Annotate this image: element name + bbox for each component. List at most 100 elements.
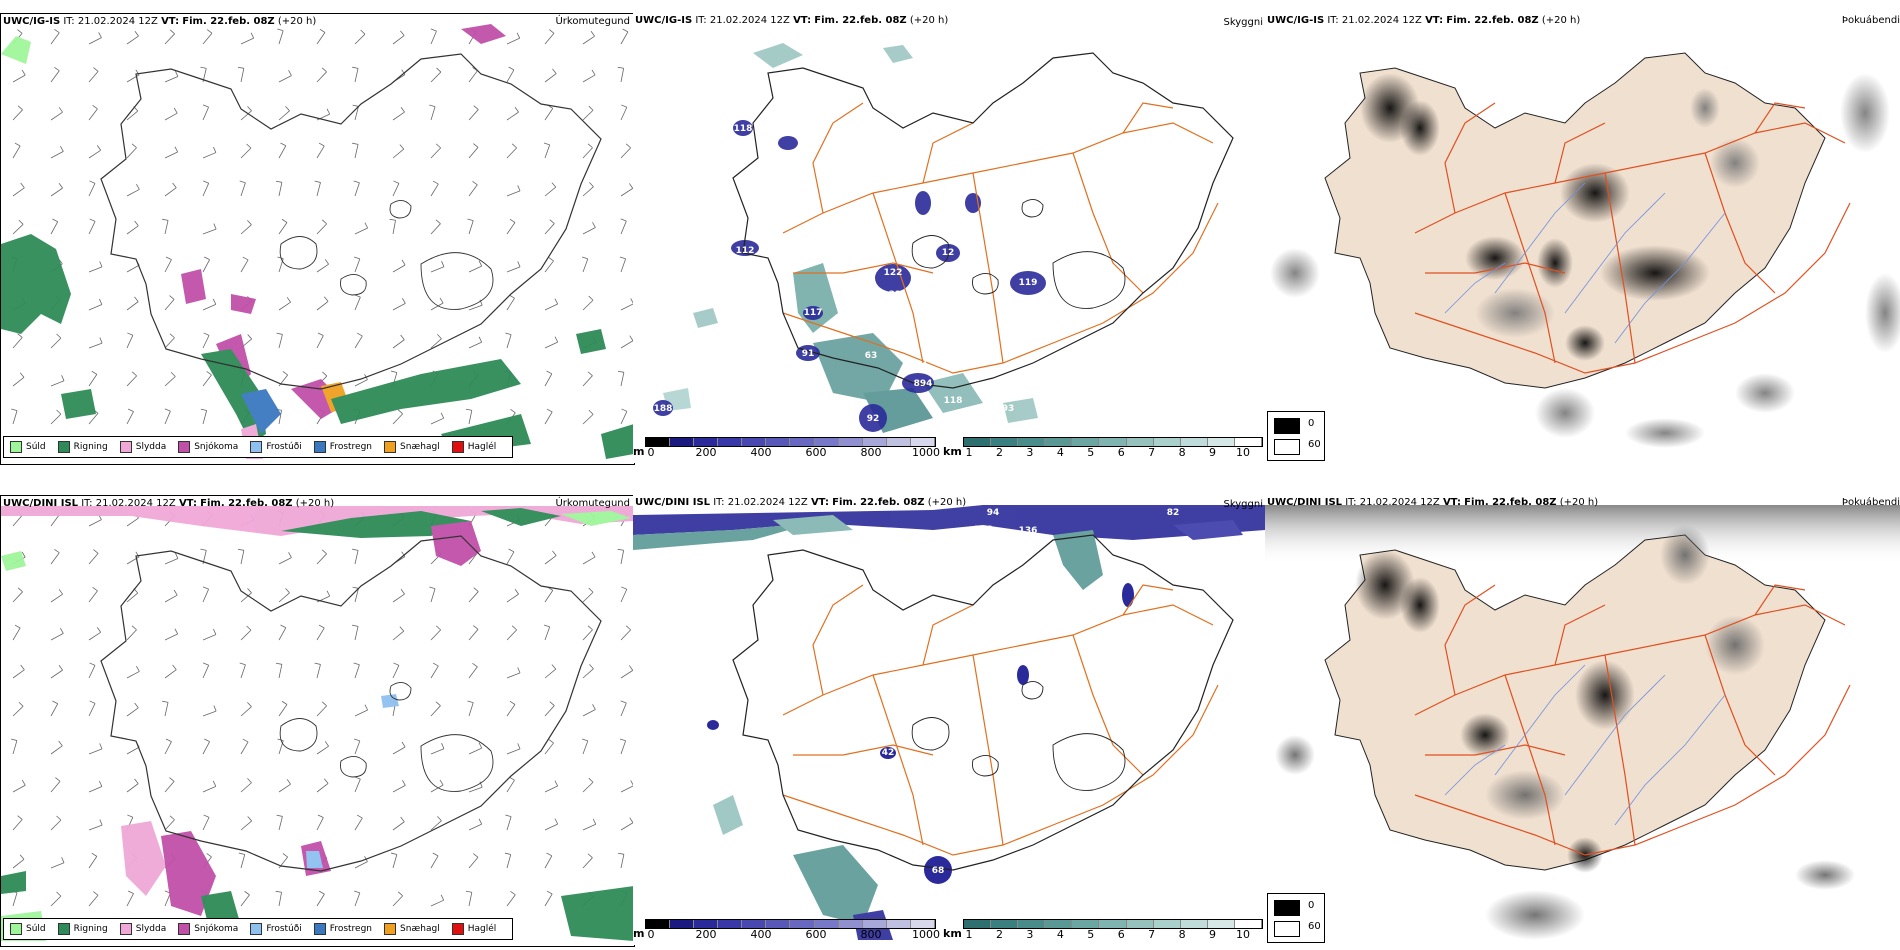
legend-item: Rigning [57,923,108,935]
colorbar-tick: 1 [965,446,973,459]
legend-label: Slydda [135,924,167,934]
legend-swatch [451,441,464,453]
colorbar-tick: 4 [1056,928,1064,941]
iceland-coastline [100,53,602,390]
visibility-panel-top: 118 42 112 122 12 22 119 117 91 188 92 894 118 794 63 9… [633,13,1265,463]
visibility-value-label: 118 [734,124,753,134]
wind-barbs [11,28,634,425]
colorbar-tick: 8 [1178,928,1186,941]
fog-legend: 0 60 [1267,893,1325,943]
legend-label: Frostregn [329,442,373,452]
it-value: 21.02.2024 12Z [709,15,790,26]
vt-label: VT: [1442,497,1461,508]
visibility-panel-bottom: 94 136 186 293 82 42 68 UWC/DINI ISL IT: 21.02… [633,495,1265,945]
legend-swatch [119,441,132,453]
legend-item: Haglél [451,923,497,935]
legend-label: Frostúði [266,924,302,934]
colorbar-tick: 2 [995,928,1003,941]
it-value: 21.02.2024 12Z [95,498,176,509]
visibility-value-label: 112 [736,246,755,256]
visibility-value-label: 42 [882,748,895,758]
legend-swatch [451,923,464,935]
vt-value: Fim. 22.feb. 08Z [832,497,925,508]
visibility-value-label: 22 [889,290,902,300]
legend-item: Frostregn [313,923,372,935]
it-label: IT: [1345,497,1357,508]
visibility-value-label: 894 [914,379,933,389]
visibility-value-label: 82 [1167,508,1180,518]
legend-label: Frostúði [266,442,302,452]
legend-item: Frostregn [313,441,373,453]
visibility-value-label: 93 [1002,404,1015,414]
model-source: UWC/IG-IS [3,16,61,27]
colorbar-tick: 1 [965,928,973,941]
iceland-coastline [732,52,1234,389]
colorbar-tick: 10 [1236,928,1250,941]
visibility-value-label: 136 [1019,526,1038,536]
precip-type-panel-top: UWC/IG-IS IT: 21.02.2024 12Z VT: Fim. 22… [0,13,635,465]
model-source: UWC/DINI ISL [635,497,711,508]
lead-time: (+20 h) [277,16,317,27]
precip-type-panel-bottom: UWC/DINI ISL IT: 21.02.2024 12Z VT: Fim.… [0,495,635,947]
panel-title: Úrkomutegund [555,498,630,509]
colorbar-tick: 4 [1056,446,1064,459]
colorbar-tick: 3 [1026,446,1034,459]
legend-item: Haglél [451,441,496,453]
visibility-map-top: 118 42 112 122 12 22 119 117 91 188 92 894 118 794 63 9… [653,43,1234,433]
roads [1414,102,1851,374]
colorbar-tick: 400 [750,928,772,941]
it-label: IT: [1327,15,1339,26]
fog-panel-bottom: UWC/DINI ISL IT: 21.02.2024 12Z VT: Fim.… [1265,495,1900,945]
colorbar-tick: 1000 [912,928,940,941]
precip-legend: Súld Rigning Slydda Snjókoma Frostúði Frostre… [3,436,514,458]
lead-time: (+20 h) [295,498,335,509]
colorbar-tick: 6 [1117,928,1125,941]
visibility-value-label: 186 [974,525,993,535]
colorbar-tick: 400 [750,446,772,459]
visibility-m-colorbar: m 0 200 400 600 800 1000 [633,919,940,945]
it-value: 21.02.2024 12Z [1359,497,1440,508]
visibility-value-label: 94 [987,508,1000,518]
legend-swatch [178,923,191,935]
legend-swatch [250,923,263,935]
colorbar-strip [645,919,936,929]
colorbar-tick: 3 [1026,928,1034,941]
fog-legend-top: 0 [1308,418,1315,429]
model-source: UWC/DINI ISL [1267,497,1343,508]
visibility-value-label: 188 [654,404,673,414]
colorbar-tick: 800 [860,446,882,459]
legend-label: Haglél [467,924,497,934]
panel-title: Skyggni [1223,499,1263,510]
model-source: UWC/IG-IS [1267,15,1325,26]
colorbar-tick: 600 [805,928,827,941]
lead-time: (+20 h) [909,15,949,26]
panel-title: Þokuábendi [1841,497,1900,508]
fog-map-top [1270,52,1900,448]
colorbar-strip [645,437,936,447]
visibility-value-label: 12 [942,248,955,258]
legend-label: Snæhagl [400,442,440,452]
it-value: 21.02.2024 12Z [727,497,808,508]
legend-label: Rigning [73,924,108,934]
vt-value: Fim. 22.feb. 08Z [1446,15,1539,26]
vt-label: VT: [178,498,197,509]
colorbar-unit: m [633,927,645,940]
vt-value: Fim. 22.feb. 08Z [1464,497,1557,508]
legend-item: Snjókoma [178,923,238,935]
model-source: UWC/DINI ISL [3,498,79,509]
legend-item: Frostúði [250,923,302,935]
legend-item: Snæhagl [384,923,440,935]
legend-label: Snjókoma [194,442,239,452]
legend-swatch [313,923,326,935]
colorbar-unit: km [943,445,962,458]
legend-item: Slydda [119,923,167,935]
fog-swatch-white [1274,921,1300,937]
precip-map-top [1,24,634,459]
visibility-value-label: 42 [672,244,685,254]
colorbar-tick: 7 [1148,928,1156,941]
it-value: 21.02.2024 12Z [1341,15,1422,26]
colorbar-tick: 7 [1148,446,1156,459]
colorbar-tick: 200 [695,446,717,459]
fog-panel-top: UWC/IG-IS IT: 21.02.2024 12Z VT: Fim. 22… [1265,13,1900,463]
